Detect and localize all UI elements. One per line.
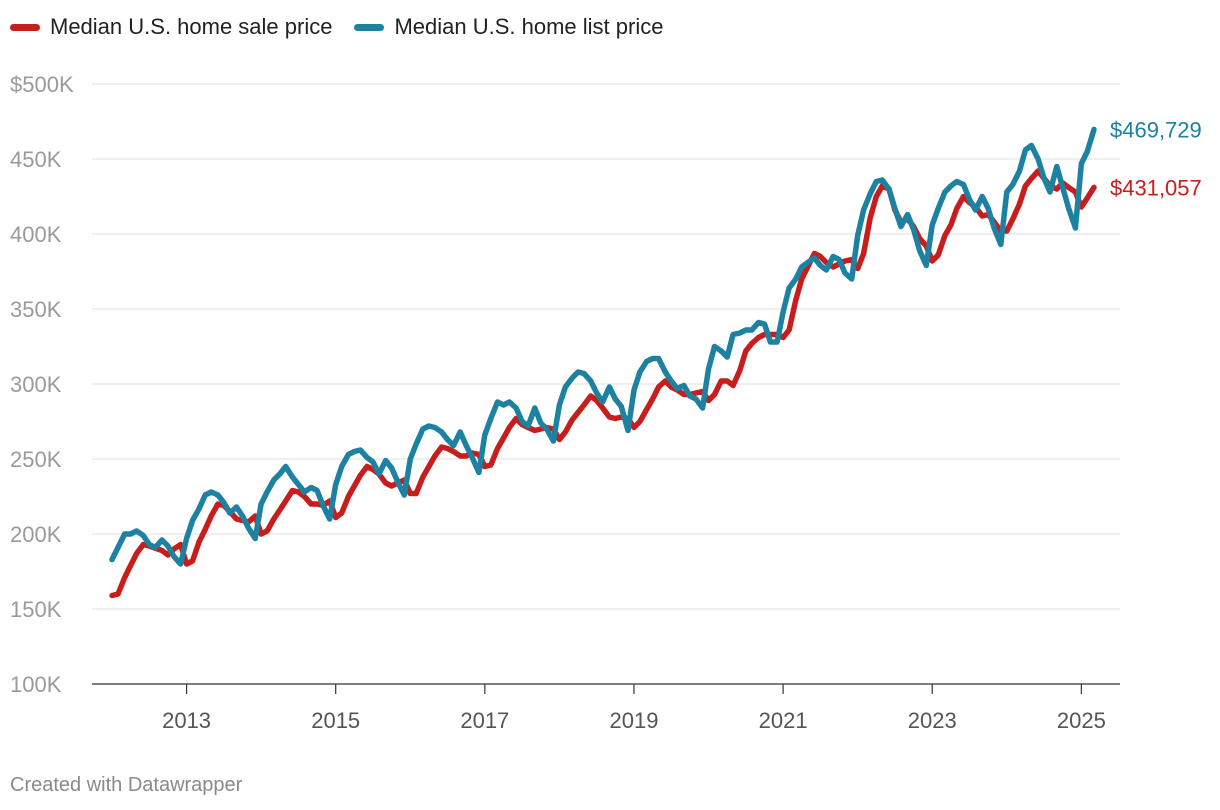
y-tick-label: 400K [10,222,62,247]
y-tick-label: 350K [10,297,62,322]
list-price-end-label: $469,729 [1110,117,1202,142]
legend: Median U.S. home sale price Median U.S. … [10,14,663,40]
y-tick-label: 300K [10,372,62,397]
x-tick-label: 2015 [311,708,360,733]
sale-price-end-label: $431,057 [1110,175,1202,200]
x-tick-label: 2021 [759,708,808,733]
legend-label-sale-price: Median U.S. home sale price [50,14,333,39]
legend-item-list-price: Median U.S. home list price [354,14,663,40]
y-tick-label: $500K [10,72,74,97]
y-tick-label: 200K [10,522,62,547]
list-price-line [109,126,1097,567]
y-tick-label: 250K [10,447,62,472]
x-tick-label: 2023 [908,708,957,733]
y-tick-label: 100K [10,672,62,697]
x-tick-label: 2013 [162,708,211,733]
legend-label-list-price: Median U.S. home list price [394,14,664,39]
x-tick-label: 2019 [609,708,658,733]
legend-swatch-sale-price [10,23,40,31]
datawrapper-credit: Created with Datawrapper [10,774,243,796]
x-tick-label: 2025 [1057,708,1106,733]
x-tick-label: 2017 [460,708,509,733]
legend-swatch-list-price [354,23,385,31]
legend-item-sale-price: Median U.S. home sale price [10,14,332,40]
y-tick-label: 150K [10,597,62,622]
line-chart: 100K 150K 200K 250K 300K 350K 400K 450K $500K 201… [10,72,1202,733]
sale-price-line [109,168,1097,599]
y-tick-label: 450K [10,147,62,172]
